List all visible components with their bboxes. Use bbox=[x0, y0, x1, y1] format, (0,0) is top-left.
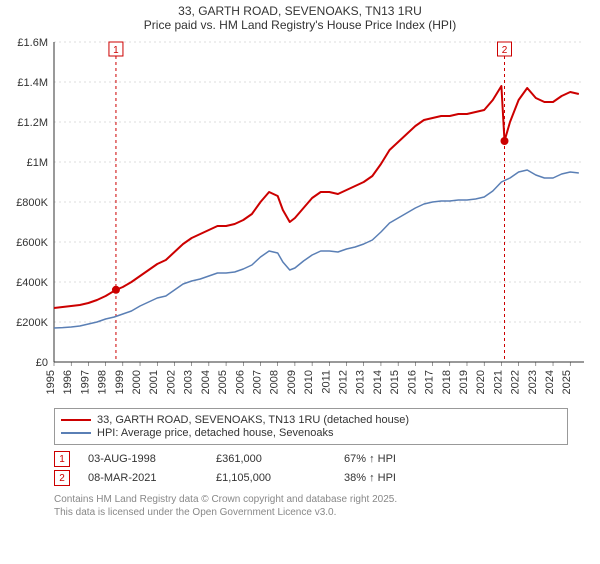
svg-text:2013: 2013 bbox=[355, 370, 367, 394]
svg-text:2010: 2010 bbox=[303, 370, 315, 394]
svg-text:2012: 2012 bbox=[338, 370, 350, 394]
footnote-line2: This data is licensed under the Open Gov… bbox=[54, 507, 600, 520]
svg-text:2006: 2006 bbox=[234, 370, 246, 394]
svg-text:2001: 2001 bbox=[148, 370, 160, 394]
sale-event-row: 2 08-MAR-2021 £1,105,000 38% ↑ HPI bbox=[54, 470, 600, 486]
svg-text:£400K: £400K bbox=[16, 277, 48, 289]
svg-text:2025: 2025 bbox=[561, 370, 573, 394]
event-marker-icon: 2 bbox=[54, 470, 70, 486]
legend-swatch bbox=[61, 419, 91, 421]
svg-text:1999: 1999 bbox=[114, 370, 126, 394]
svg-text:1998: 1998 bbox=[97, 370, 109, 394]
svg-text:2017: 2017 bbox=[424, 370, 436, 394]
event-price: £1,105,000 bbox=[216, 472, 326, 484]
svg-text:2003: 2003 bbox=[183, 370, 195, 394]
svg-text:£600K: £600K bbox=[16, 237, 48, 249]
footnote: Contains HM Land Registry data © Crown c… bbox=[54, 494, 600, 519]
svg-text:2009: 2009 bbox=[286, 370, 298, 394]
event-pct: 67% ↑ HPI bbox=[344, 453, 434, 465]
footnote-line1: Contains HM Land Registry data © Crown c… bbox=[54, 494, 600, 507]
svg-text:£0: £0 bbox=[36, 357, 48, 369]
sale-events: 1 03-AUG-1998 £361,000 67% ↑ HPI 2 08-MAR-202… bbox=[54, 451, 600, 486]
svg-text:2016: 2016 bbox=[406, 370, 418, 394]
chart-title: 33, GARTH ROAD, SEVENOAKS, TN13 1RU Pric… bbox=[0, 4, 600, 32]
event-price: £361,000 bbox=[216, 453, 326, 465]
legend: 33, GARTH ROAD, SEVENOAKS, TN13 1RU (det… bbox=[54, 408, 568, 445]
event-pct: 38% ↑ HPI bbox=[344, 472, 434, 484]
svg-text:2002: 2002 bbox=[165, 370, 177, 394]
legend-label: HPI: Average price, detached house, Seve… bbox=[97, 427, 333, 439]
event-date: 03-AUG-1998 bbox=[88, 453, 198, 465]
svg-text:2008: 2008 bbox=[269, 370, 281, 394]
svg-text:2014: 2014 bbox=[372, 370, 384, 394]
svg-text:1995: 1995 bbox=[45, 370, 57, 394]
event-date: 08-MAR-2021 bbox=[88, 472, 198, 484]
svg-text:2: 2 bbox=[502, 45, 508, 56]
svg-text:£1.6M: £1.6M bbox=[17, 37, 48, 49]
svg-text:2022: 2022 bbox=[510, 370, 522, 394]
svg-text:2004: 2004 bbox=[200, 370, 212, 394]
svg-text:2024: 2024 bbox=[544, 370, 556, 394]
svg-text:2005: 2005 bbox=[217, 370, 229, 394]
svg-text:2021: 2021 bbox=[492, 370, 504, 394]
title-line2: Price paid vs. HM Land Registry's House … bbox=[0, 18, 600, 32]
legend-label: 33, GARTH ROAD, SEVENOAKS, TN13 1RU (det… bbox=[97, 414, 409, 426]
svg-text:1997: 1997 bbox=[79, 370, 91, 394]
legend-row: HPI: Average price, detached house, Seve… bbox=[61, 427, 561, 439]
svg-text:£1.2M: £1.2M bbox=[17, 117, 48, 129]
svg-text:£200K: £200K bbox=[16, 317, 48, 329]
svg-text:2020: 2020 bbox=[475, 370, 487, 394]
chart-area: £0 £200K £400K £600K £800K £1M £1.2M £1.4M £1.6M… bbox=[0, 32, 600, 402]
legend-swatch bbox=[61, 432, 91, 434]
svg-text:1996: 1996 bbox=[62, 370, 74, 394]
svg-text:2007: 2007 bbox=[251, 370, 263, 394]
event-marker-icon: 1 bbox=[54, 451, 70, 467]
svg-text:2019: 2019 bbox=[458, 370, 470, 394]
svg-text:2015: 2015 bbox=[389, 370, 401, 394]
sale-event-row: 1 03-AUG-1998 £361,000 67% ↑ HPI bbox=[54, 451, 600, 467]
svg-text:2011: 2011 bbox=[320, 370, 332, 394]
title-line1: 33, GARTH ROAD, SEVENOAKS, TN13 1RU bbox=[0, 4, 600, 18]
svg-text:2000: 2000 bbox=[131, 370, 143, 394]
svg-text:£800K: £800K bbox=[16, 197, 48, 209]
legend-row: 33, GARTH ROAD, SEVENOAKS, TN13 1RU (det… bbox=[61, 414, 561, 426]
line-chart: £0 £200K £400K £600K £800K £1M £1.2M £1.4M £1.6M… bbox=[0, 32, 600, 402]
svg-text:2023: 2023 bbox=[527, 370, 539, 394]
svg-text:£1.4M: £1.4M bbox=[17, 77, 48, 89]
svg-text:2018: 2018 bbox=[441, 370, 453, 394]
svg-text:£1M: £1M bbox=[27, 157, 48, 169]
svg-text:1: 1 bbox=[113, 45, 119, 56]
